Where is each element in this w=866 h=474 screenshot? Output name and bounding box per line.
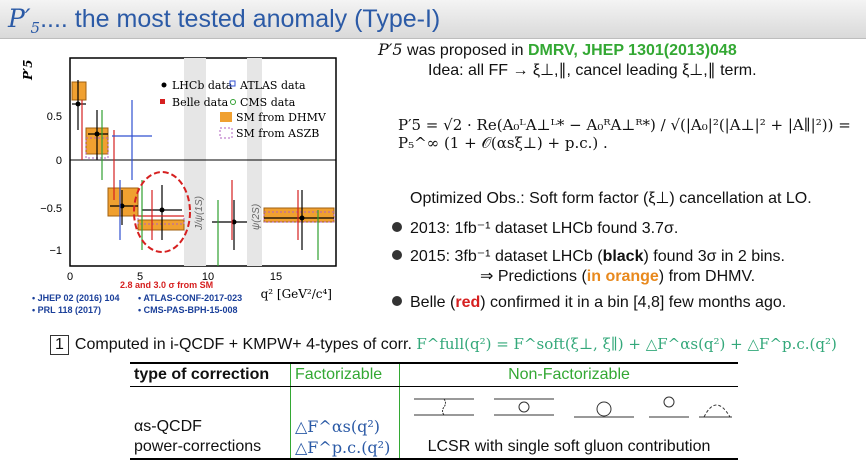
feynman-diagrams bbox=[399, 386, 738, 436]
header-line-2: Idea: all FF → ξ⊥,∥, cancel leading ξ⊥,∥… bbox=[428, 62, 757, 79]
computed-line: 1 Computed in i-QCDF + KMPW+ 4-types of c… bbox=[50, 335, 837, 355]
title-bar: P′5.... the most tested anomaly (Type-I) bbox=[0, 0, 866, 39]
dmrv-reference: DMRV, JHEP 1301(2013)048 bbox=[527, 42, 737, 59]
y-axis-label: P′5 bbox=[21, 59, 35, 81]
bullet-dot bbox=[392, 250, 402, 260]
ref-4[interactable]: • CMS-PAS-BPH-15-008 bbox=[138, 305, 238, 315]
bullet-text: ) confirmed it in a bin [4,8] few months… bbox=[480, 294, 787, 311]
bullet-dot bbox=[392, 296, 402, 306]
table-row: αs-QCDF △F^αs(q²) bbox=[130, 386, 738, 436]
ref-link[interactable]: ATLAS-CONF-2017-023 bbox=[143, 293, 243, 303]
title-symbol: P bbox=[8, 4, 25, 33]
legend-lhcb-marker bbox=[161, 82, 167, 88]
bullet-emph-orange: in orange bbox=[586, 268, 659, 285]
bullet-text: 2015: 3fb⁻¹ dataset LHCb ( bbox=[410, 248, 603, 265]
xtick-label: 5 bbox=[137, 271, 143, 283]
plot-svg: J/ψ(1S) ψ(2S) 0.5 0 −0.5 −1 0 5 10 15 q²… bbox=[21, 57, 337, 301]
ytick-label: −0.5 bbox=[40, 203, 62, 215]
cms-points bbox=[101, 110, 319, 266]
bullet-text: ) found 3σ in 2 bins. bbox=[643, 248, 785, 265]
belle-points bbox=[81, 100, 299, 240]
legend-belle: Belle data bbox=[172, 96, 229, 109]
legend-lhcb: LHCb data bbox=[172, 79, 233, 92]
title-prime: ′ bbox=[24, 4, 31, 33]
cell-pc-factorizable: △F^p.c.(q²) bbox=[290, 436, 400, 460]
xtick-label: 10 bbox=[202, 271, 214, 283]
title-text: .... the most tested anomaly (Type-I) bbox=[40, 5, 441, 33]
bullet-2015-pred: ⇒ Predictions (in orange) from DHMV. bbox=[480, 266, 755, 286]
header-nonfactorizable: Non-Factorizable bbox=[399, 362, 738, 387]
bullet-text: Belle ( bbox=[410, 294, 456, 311]
feynman-diagrams-svg bbox=[414, 396, 732, 418]
header-text: was proposed in bbox=[402, 42, 528, 59]
ytick-label: 0 bbox=[56, 155, 62, 167]
row-alphas-qcdf: αs-QCDF bbox=[134, 418, 202, 435]
legend-atlas-marker bbox=[229, 80, 236, 87]
header-factorizable: Factorizable bbox=[290, 362, 400, 387]
bullet-2013: 2013: 1fb⁻¹ dataset LHCb found 3.7σ. bbox=[392, 218, 678, 238]
row-power-corrections: power-corrections bbox=[130, 436, 291, 460]
plot-note: 2.8 and 3.0 σ from SM bbox=[120, 280, 213, 290]
bullet-emph-red: red bbox=[455, 294, 481, 311]
p5-equation: P′5 = √2 · Re(A₀ᴸA⊥ᴸ* − A₀ᴿA⊥ᴿ*) / √(|A₀… bbox=[398, 116, 851, 152]
bullet-dot bbox=[392, 222, 402, 232]
dhmv-bin bbox=[107, 187, 139, 217]
legend-cms-marker bbox=[230, 99, 236, 105]
xtick-label: 15 bbox=[270, 271, 282, 283]
band1-label: J/ψ(1S) bbox=[194, 196, 205, 231]
ytick-label: −1 bbox=[49, 245, 62, 257]
bullet-text: ⇒ Predictions ( bbox=[480, 268, 587, 285]
ref-3[interactable]: • ATLAS-CONF-2017-023 bbox=[138, 293, 243, 303]
ref-1[interactable]: • JHEP 02 (2016) 104 bbox=[32, 293, 120, 303]
legend-aszb: SM from ASZB bbox=[236, 127, 319, 140]
legend-aszb-marker bbox=[219, 127, 233, 139]
psi2s-band bbox=[247, 58, 262, 266]
p5-symbol: P′5 bbox=[378, 40, 403, 59]
ref-link[interactable]: JHEP 02 (2016) 104 bbox=[37, 293, 120, 303]
legend-belle-marker bbox=[160, 99, 165, 104]
ref-link[interactable]: CMS-PAS-BPH-15-008 bbox=[143, 305, 238, 315]
bullet-text: 2013: 1fb⁻¹ dataset LHCb found 3.7σ. bbox=[410, 220, 679, 237]
dhmv-bin bbox=[71, 81, 87, 101]
x-axis-label: q² [GeV²/c⁴] bbox=[261, 287, 332, 301]
band2-label: ψ(2S) bbox=[251, 204, 262, 230]
header-line-1: P′5 was proposed in DMRV, JHEP 1301(2013… bbox=[378, 40, 737, 60]
aszb-bin bbox=[137, 215, 185, 225]
atlas-points bbox=[112, 100, 152, 240]
computed-text: Computed in i-QCDF + KMPW+ 4-types of co… bbox=[74, 336, 417, 353]
ref-link[interactable]: PRL 118 (2017) bbox=[37, 305, 102, 315]
table-row: power-corrections △F^p.c.(q²) LCSR with … bbox=[130, 436, 738, 460]
optimized-obs-text: Optimized Obs.: Soft form factor (ξ⊥) ca… bbox=[410, 190, 812, 207]
legend-dhmv-marker bbox=[220, 112, 232, 122]
correction-table: type of correction Factorizable Non-Fact… bbox=[130, 362, 738, 460]
bullet-belle: Belle (red) confirmed it in a bin [4,8] … bbox=[392, 294, 786, 312]
bullet-text: ) from DHMV. bbox=[658, 268, 756, 285]
legend-dhmv: SM from DHMV bbox=[236, 111, 327, 124]
bullet-emph-black: black bbox=[602, 248, 644, 265]
form-factor-formula: F^full(q²) = F^soft(ξ⊥, ξ∥) + △F^αs(q²) … bbox=[416, 335, 837, 353]
dhmv-bin bbox=[137, 219, 185, 231]
xtick-label: 0 bbox=[67, 271, 73, 283]
bullet-2015: 2015: 3fb⁻¹ dataset LHCb (black) found 3… bbox=[392, 246, 785, 266]
legend-cms: CMS data bbox=[240, 96, 296, 109]
dhmv-bin bbox=[263, 207, 335, 223]
slide-title: P′5.... the most tested anomaly (Type-I) bbox=[8, 4, 440, 37]
highlight-ellipse bbox=[133, 171, 191, 253]
lhcb-markers bbox=[75, 101, 305, 225]
table-header-row: type of correction Factorizable Non-Fact… bbox=[130, 362, 738, 387]
item-number-box: 1 bbox=[50, 335, 69, 355]
cell-alphas-factorizable: △F^αs(q²) bbox=[290, 386, 400, 436]
p5-plot: J/ψ(1S) ψ(2S) 0.5 0 −0.5 −1 0 5 10 15 q²… bbox=[2, 40, 354, 318]
title-subscript: 5 bbox=[30, 19, 41, 37]
ytick-label: 0.5 bbox=[47, 111, 62, 123]
header-type: type of correction bbox=[130, 362, 291, 387]
legend-atlas: ATLAS data bbox=[239, 79, 306, 92]
cell-lcsr: LCSR with single soft gluon contribution bbox=[399, 436, 738, 460]
ref-2[interactable]: • PRL 118 (2017) bbox=[32, 305, 102, 315]
